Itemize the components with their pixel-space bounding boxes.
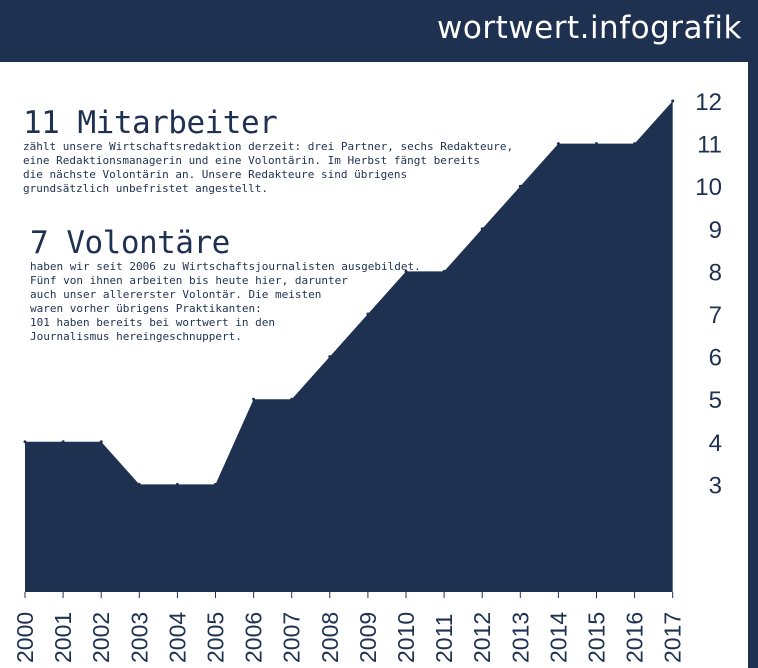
data-point-2014 <box>556 142 560 146</box>
y-tick-label: 12 <box>695 89 722 116</box>
text-block-employees: 11 Mitarbeiter zählt unsere Wirtschaftsr… <box>23 106 513 196</box>
y-tick-label: 9 <box>709 217 722 244</box>
data-point-2006 <box>252 397 256 401</box>
trainees-text: haben wir seit 2006 zu Wirtschaftsjourna… <box>30 260 421 343</box>
x-tick-label: 2001 <box>50 612 76 663</box>
y-tick-label: 11 <box>697 132 722 159</box>
header-bar: wortwert.infografik <box>0 0 758 62</box>
x-tick-label: 2011 <box>431 614 457 663</box>
x-tick-label: 2009 <box>355 612 381 663</box>
x-tick-label: 2010 <box>393 612 419 663</box>
y-tick-label: 8 <box>709 259 722 286</box>
x-tick-label: 2006 <box>241 612 267 663</box>
area-series <box>25 101 673 592</box>
data-point-2013 <box>518 184 522 188</box>
x-tick-label: 2013 <box>507 612 533 663</box>
data-point-2016 <box>633 142 637 146</box>
y-tick-label: 6 <box>709 345 722 372</box>
y-tick-label: 3 <box>709 472 722 499</box>
data-point-2003 <box>137 482 141 486</box>
x-tick-label: 2003 <box>126 612 152 663</box>
x-tick-label: 2014 <box>545 612 571 663</box>
x-tick-label: 2012 <box>469 612 495 663</box>
text-block-trainees: 7 Volontäre haben wir seit 2006 zu Wirts… <box>30 226 421 344</box>
employees-text: zählt unsere Wirtschaftsredaktion derzei… <box>23 140 514 195</box>
data-point-2002 <box>99 440 103 444</box>
data-point-2008 <box>328 355 332 359</box>
trainees-heading: 7 Volontäre <box>30 225 230 261</box>
brand-title: wortwert.infografik <box>437 10 742 46</box>
x-tick-label: 2007 <box>279 612 305 663</box>
data-point-2010 <box>404 269 408 273</box>
x-tick-label: 2004 <box>164 612 190 663</box>
y-tick-label: 10 <box>695 174 722 201</box>
employees-heading: 11 Mitarbeiter <box>23 105 278 141</box>
y-tick-label: 4 <box>709 430 722 457</box>
data-point-2007 <box>290 397 294 401</box>
data-point-2012 <box>480 227 484 231</box>
x-tick-label: 2005 <box>203 612 229 663</box>
data-point-2001 <box>61 440 65 444</box>
data-point-2015 <box>595 142 598 146</box>
x-tick-label: 2016 <box>622 612 648 663</box>
x-tick-label: 2002 <box>88 612 114 663</box>
x-tick-label: 2008 <box>317 612 343 663</box>
x-tick-label: 2017 <box>660 612 686 663</box>
data-point-2005 <box>214 482 217 486</box>
right-border <box>748 62 758 668</box>
y-tick-label: 5 <box>709 387 722 414</box>
x-tick-label: 2000 <box>12 612 38 663</box>
data-point-2011 <box>442 269 446 273</box>
y-tick-label: 7 <box>709 302 722 329</box>
x-tick-label: 2015 <box>584 612 610 663</box>
data-point-2017 <box>671 99 675 103</box>
data-point-2004 <box>175 482 179 486</box>
data-point-2009 <box>366 312 370 316</box>
data-point-2000 <box>23 440 27 444</box>
